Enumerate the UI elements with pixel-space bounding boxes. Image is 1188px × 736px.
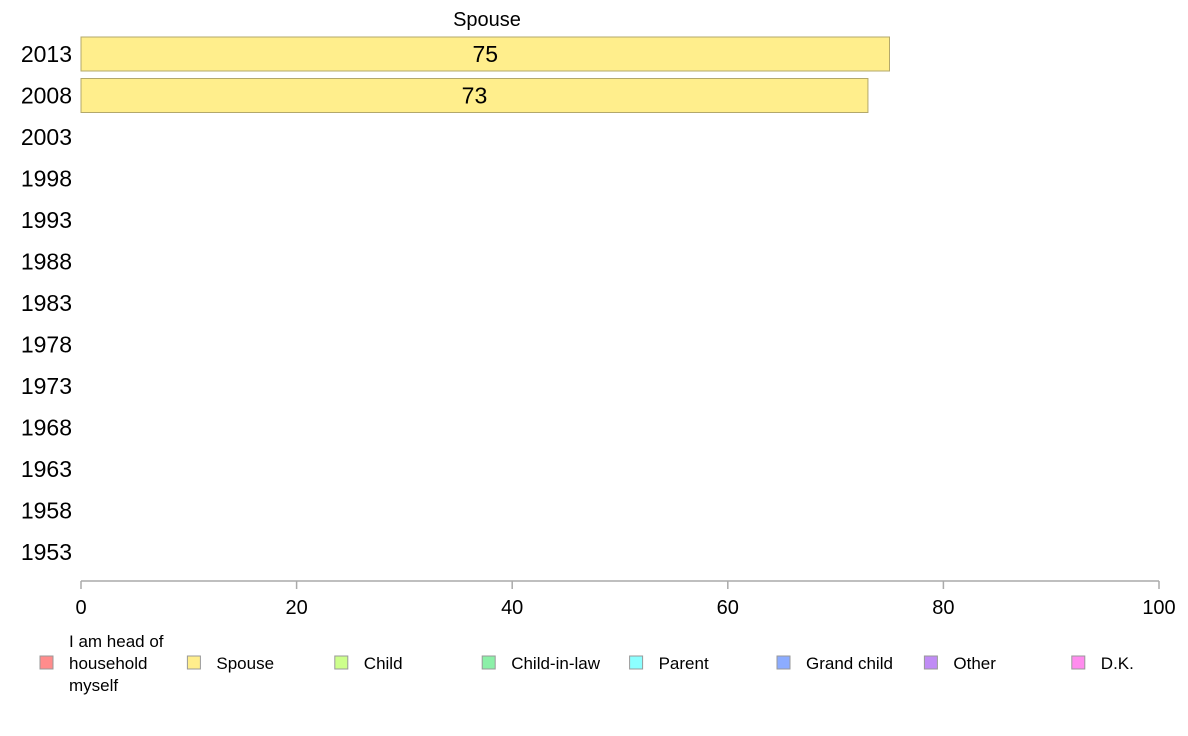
x-tick-label: 0: [75, 597, 86, 619]
y-tick-label: 1968: [21, 415, 72, 441]
legend: I am head of household myself Spouse Child Ch…: [39, 632, 1134, 695]
x-tick-label: 80: [932, 597, 954, 619]
legend-swatch: [1071, 655, 1086, 670]
y-axis-labels: 2013 2008 2003 1998 1993 1988 1983 1978 1973 1968…: [21, 41, 72, 565]
y-tick-label: 2008: [21, 83, 72, 109]
legend-swatch: [39, 655, 54, 670]
y-tick-label: 1958: [21, 498, 72, 524]
chart-title: Spouse: [453, 9, 521, 31]
legend-label: I am head of: [69, 632, 164, 651]
legend-label: household: [69, 654, 147, 673]
bar-value-label: 73: [462, 83, 488, 109]
legend-label: myself: [69, 676, 118, 695]
x-tick-label: 100: [1142, 597, 1175, 619]
y-tick-label: 1963: [21, 456, 72, 482]
legend-label: Other: [953, 654, 996, 673]
y-tick-label: 1973: [21, 373, 72, 399]
legend-label: D.K.: [1101, 654, 1134, 673]
y-tick-label: 1983: [21, 290, 72, 316]
y-tick-label: 1978: [21, 332, 72, 358]
y-tick-label: 1953: [21, 539, 72, 565]
legend-swatch: [334, 655, 349, 670]
y-tick-label: 1988: [21, 249, 72, 275]
legend-swatch: [186, 655, 201, 670]
bar: [80, 36, 890, 72]
x-tick-label: 40: [501, 597, 523, 619]
legend-label: Grand child: [806, 654, 893, 673]
legend-label: Parent: [659, 654, 709, 673]
bar-value-label: 75: [472, 41, 498, 67]
x-axis: 0 20 40 60 80 100: [75, 580, 1176, 619]
y-tick-label: 1998: [21, 166, 72, 192]
x-tick-label: 60: [717, 597, 739, 619]
bar: [80, 78, 869, 113]
legend-swatch: [629, 655, 644, 670]
legend-swatch: [923, 655, 938, 670]
legend-label: Spouse: [216, 654, 274, 673]
legend-swatch: [481, 655, 496, 670]
y-tick-label: 2003: [21, 124, 72, 150]
legend-label: Child: [364, 654, 403, 673]
legend-label: Child-in-law: [511, 654, 601, 673]
y-tick-label: 1993: [21, 207, 72, 233]
legend-swatch: [776, 655, 791, 670]
y-tick-label: 2013: [21, 41, 72, 67]
bars: 75 73: [80, 36, 890, 113]
x-tick-label: 20: [285, 597, 307, 619]
